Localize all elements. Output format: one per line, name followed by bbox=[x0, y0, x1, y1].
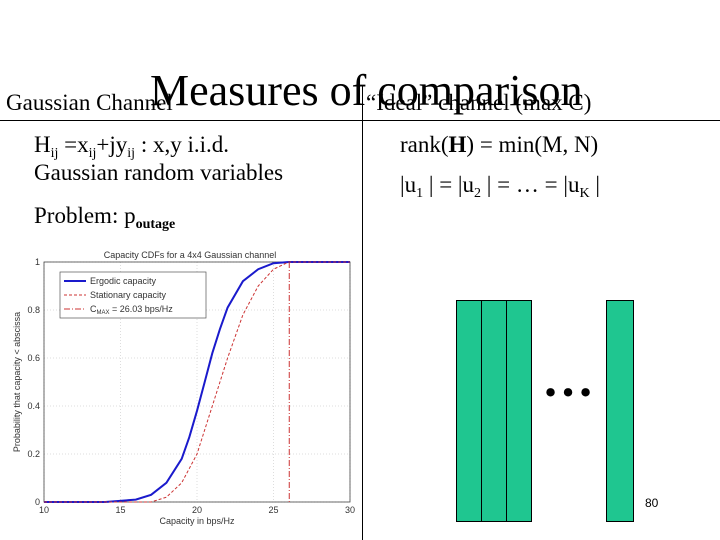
header-rule bbox=[0, 120, 720, 121]
series-ergodic-line bbox=[44, 261, 350, 503]
page-number: 80 bbox=[645, 496, 659, 510]
y-axis-label: Probability that capacity < abscissa bbox=[12, 312, 22, 452]
channel-definition-line2: Gaussian random variables bbox=[34, 160, 284, 185]
left-heading: Gaussian Channel bbox=[6, 90, 173, 115]
chart-legend: Ergodic capacity Stationary capacity CMA… bbox=[59, 271, 207, 319]
singular-value-bar-1 bbox=[456, 300, 482, 522]
x-tick-label: 15 bbox=[115, 505, 125, 515]
y-tick-label: 0 bbox=[35, 497, 40, 507]
x-tick-label: 10 bbox=[39, 505, 49, 515]
x-tick-label: 20 bbox=[192, 505, 202, 515]
legend-cmax: CMAX = 26.03 bps/Hz bbox=[90, 304, 173, 316]
rank-statement: rank(H) = min(M, N) bbox=[400, 132, 599, 157]
y-tick-label: 0.2 bbox=[27, 449, 40, 459]
y-tick-label: 0.6 bbox=[27, 353, 40, 363]
chart-title: Capacity CDFs for a 4x4 Gaussian channel bbox=[104, 250, 277, 260]
singular-values-equal: |u1 | = |u2 | = … = |uK | bbox=[400, 172, 600, 201]
singular-value-bar-k bbox=[606, 300, 634, 522]
right-heading: “Ideal” channel (max C) bbox=[366, 90, 592, 115]
plot-frame bbox=[43, 261, 351, 503]
x-axis-label: Capacity in bps/Hz bbox=[159, 516, 235, 526]
y-tick-label: 1 bbox=[35, 257, 40, 267]
column-divider bbox=[362, 86, 363, 540]
bars-ellipsis: … bbox=[542, 351, 594, 408]
problem-statement: Problem: poutage bbox=[34, 203, 176, 232]
series-stationary-line bbox=[44, 261, 350, 503]
slide-title: Measures of comparison bbox=[150, 66, 583, 115]
y-tick-label: 0.8 bbox=[27, 305, 40, 315]
singular-value-bar-3 bbox=[506, 300, 532, 522]
y-tick-label: 0.4 bbox=[27, 401, 40, 411]
legend-stationary: Stationary capacity bbox=[90, 290, 167, 300]
x-tick-label: 25 bbox=[268, 505, 278, 515]
channel-definition: Hij =xij+jyij : x,y i.i.d. bbox=[34, 132, 229, 161]
singular-value-bar-2 bbox=[481, 300, 507, 522]
x-tick-label: 30 bbox=[345, 505, 355, 515]
legend-ergodic: Ergodic capacity bbox=[90, 276, 157, 286]
capacity-cdf-chart: Capacity CDFs for a 4x4 Gaussian channel… bbox=[10, 244, 358, 528]
